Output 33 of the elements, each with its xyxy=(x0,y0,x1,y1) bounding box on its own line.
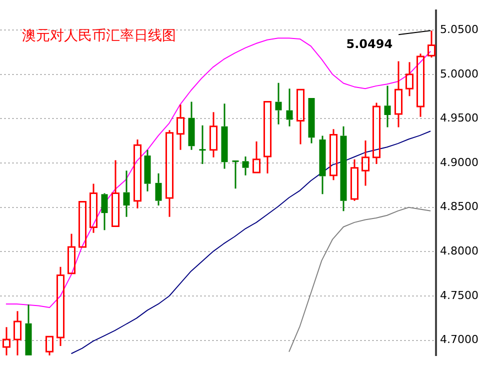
candlestick xyxy=(231,160,240,190)
candlestick xyxy=(176,104,185,151)
y-tick-label: 4.7000 xyxy=(440,333,478,346)
candlestick xyxy=(361,140,370,186)
candlestick xyxy=(263,101,272,174)
candlestick xyxy=(394,60,403,128)
candlestick xyxy=(89,183,98,234)
candlestick xyxy=(133,138,142,210)
y-tick-label: 4.7500 xyxy=(440,288,478,302)
candlestick xyxy=(209,111,218,158)
y-tick-label: 5.0500 xyxy=(440,22,478,36)
candlestick xyxy=(111,159,120,228)
y-tick-label: 4.9000 xyxy=(440,156,478,169)
candlestick xyxy=(56,266,65,347)
candlestick xyxy=(329,128,338,181)
candlestick xyxy=(2,326,11,356)
candlestick xyxy=(13,310,22,356)
y-tick-label: 4.8500 xyxy=(440,200,478,214)
candlestick xyxy=(405,61,414,97)
candlestick xyxy=(165,129,174,218)
candlestick xyxy=(372,102,381,165)
y-tick-label: 5.0000 xyxy=(440,67,478,80)
candlestick xyxy=(67,233,76,274)
candlestick xyxy=(198,124,207,165)
candlestick xyxy=(416,52,425,118)
annotation: 5.0494 xyxy=(346,36,393,51)
text: 澳元对人民币汇率日线图 xyxy=(22,27,176,45)
y-tick-label: 4.9500 xyxy=(440,112,478,125)
y-tick-label: 4.8000 xyxy=(440,244,478,258)
candlestick xyxy=(296,88,305,146)
candlestick xyxy=(350,158,359,202)
candlestick xyxy=(252,140,261,174)
candlestick xyxy=(427,30,436,58)
